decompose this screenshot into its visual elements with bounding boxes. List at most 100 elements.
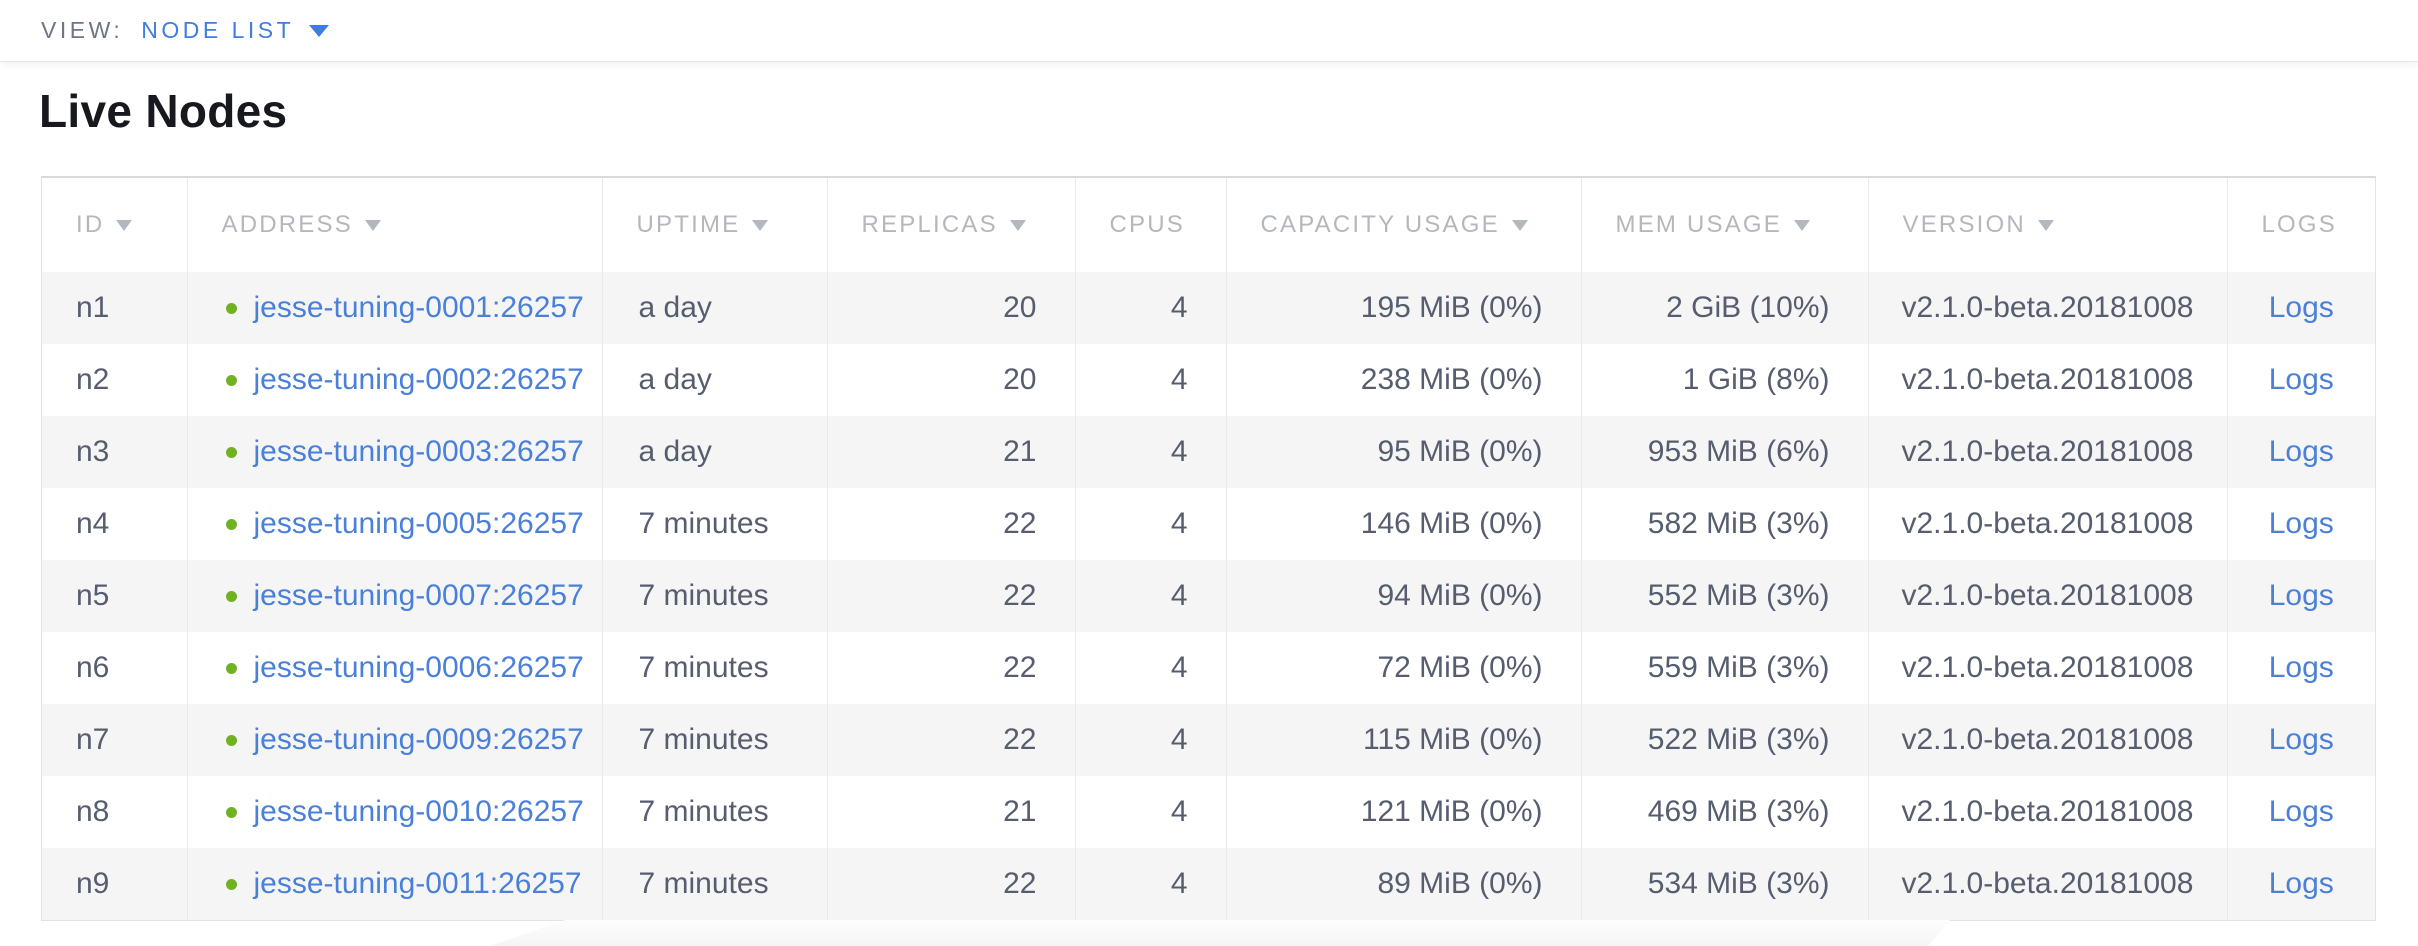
cell-address: jesse-tuning-0002:26257 xyxy=(187,344,603,416)
node-logs-link[interactable]: Logs xyxy=(2268,291,2334,324)
node-address-link[interactable]: jesse-tuning-0002:26257 xyxy=(253,363,584,396)
cell-replicas: 20 xyxy=(827,272,1076,344)
cell-mem: 522 MiB (3%) xyxy=(1581,704,1869,776)
cell-uptime: a day xyxy=(602,272,828,344)
cell-logs: Logs xyxy=(2227,416,2375,488)
node-logs-link[interactable]: Logs xyxy=(2268,651,2334,684)
sort-desc-icon xyxy=(752,220,769,231)
cell-cpus: 4 xyxy=(1075,488,1227,560)
column-label: CPUS xyxy=(1109,211,1185,238)
column-header-uptime[interactable]: UPTIME xyxy=(602,178,828,272)
node-address-link[interactable]: jesse-tuning-0006:26257 xyxy=(253,651,584,684)
cell-mem: 1 GiB (8%) xyxy=(1581,344,1869,416)
node-address: jesse-tuning-0003:26257 xyxy=(188,435,602,469)
node-address: jesse-tuning-0005:26257 xyxy=(188,507,602,541)
cell-uptime: 7 minutes xyxy=(602,488,828,560)
cell-replicas: 20 xyxy=(827,344,1076,416)
cell-replicas: 22 xyxy=(827,704,1076,776)
node-row: n1 jesse-tuning-0001:26257 a day 20 4 195 MiB… xyxy=(42,272,2375,344)
cell-replicas: 22 xyxy=(827,560,1076,632)
node-address: jesse-tuning-0009:26257 xyxy=(188,723,602,757)
node-live-status-icon xyxy=(225,878,237,890)
column-header-address[interactable]: ADDRESS xyxy=(187,178,603,272)
node-live-status-icon xyxy=(225,518,237,530)
node-live-status-icon xyxy=(225,806,237,818)
cell-uptime: 7 minutes xyxy=(602,848,828,920)
cell-capacity: 121 MiB (0%) xyxy=(1226,776,1582,848)
node-logs-link[interactable]: Logs xyxy=(2268,435,2334,468)
header-row: ID ADDRESS UPTIME REPLICAS CPUS CAPACITY USAG… xyxy=(42,178,2375,272)
column-label: MEM USAGE xyxy=(1615,211,1782,238)
node-live-status-icon xyxy=(225,302,237,314)
cell-uptime: 7 minutes xyxy=(602,560,828,632)
cell-capacity: 72 MiB (0%) xyxy=(1226,632,1582,704)
cell-address: jesse-tuning-0005:26257 xyxy=(187,488,603,560)
node-address: jesse-tuning-0002:26257 xyxy=(188,363,602,397)
view-selector-bar: VIEW: NODE LIST xyxy=(0,0,2418,62)
cell-logs: Logs xyxy=(2227,632,2375,704)
cell-cpus: 4 xyxy=(1075,344,1227,416)
cell-replicas: 22 xyxy=(827,632,1076,704)
cell-capacity: 238 MiB (0%) xyxy=(1226,344,1582,416)
cell-version: v2.1.0-beta.20181008 xyxy=(1868,272,2228,344)
node-logs-link[interactable]: Logs xyxy=(2268,363,2334,396)
view-selector-dropdown[interactable]: NODE LIST xyxy=(141,17,330,44)
cell-address: jesse-tuning-0001:26257 xyxy=(187,272,603,344)
cell-replicas: 22 xyxy=(827,488,1076,560)
cell-cpus: 4 xyxy=(1075,416,1227,488)
node-logs-link[interactable]: Logs xyxy=(2268,795,2334,828)
cell-address: jesse-tuning-0007:26257 xyxy=(187,560,603,632)
node-logs-link[interactable]: Logs xyxy=(2268,723,2334,756)
node-address-link[interactable]: jesse-tuning-0009:26257 xyxy=(253,723,584,756)
sort-desc-icon xyxy=(364,220,381,231)
node-row: n3 jesse-tuning-0003:26257 a day 21 4 95 MiB … xyxy=(42,416,2375,488)
cell-uptime: 7 minutes xyxy=(602,776,828,848)
cell-id: n9 xyxy=(42,848,188,920)
node-address: jesse-tuning-0007:26257 xyxy=(188,579,602,613)
cell-id: n6 xyxy=(42,632,188,704)
cell-logs: Logs xyxy=(2227,776,2375,848)
cell-cpus: 4 xyxy=(1075,704,1227,776)
column-header-replicas[interactable]: REPLICAS xyxy=(827,178,1076,272)
node-address-link[interactable]: jesse-tuning-0011:26257 xyxy=(253,867,582,900)
node-address-link[interactable]: jesse-tuning-0010:26257 xyxy=(253,795,584,828)
cell-replicas: 22 xyxy=(827,848,1076,920)
sort-desc-icon xyxy=(1793,220,1810,231)
live-nodes-table: ID ADDRESS UPTIME REPLICAS CPUS CAPACITY USAG… xyxy=(41,176,2376,921)
cell-mem: 582 MiB (3%) xyxy=(1581,488,1869,560)
cell-cpus: 4 xyxy=(1075,848,1227,920)
cell-cpus: 4 xyxy=(1075,776,1227,848)
node-logs-link[interactable]: Logs xyxy=(2268,867,2334,900)
cell-capacity: 95 MiB (0%) xyxy=(1226,416,1582,488)
column-header-mem[interactable]: MEM USAGE xyxy=(1581,178,1869,272)
node-logs-link[interactable]: Logs xyxy=(2268,507,2334,540)
node-address-link[interactable]: jesse-tuning-0005:26257 xyxy=(253,507,584,540)
column-header-version[interactable]: VERSION xyxy=(1868,178,2228,272)
node-logs-link[interactable]: Logs xyxy=(2268,579,2334,612)
cell-address: jesse-tuning-0009:26257 xyxy=(187,704,603,776)
column-label: UPTIME xyxy=(636,211,741,238)
cell-cpus: 4 xyxy=(1075,272,1227,344)
cell-version: v2.1.0-beta.20181008 xyxy=(1868,344,2228,416)
cell-capacity: 195 MiB (0%) xyxy=(1226,272,1582,344)
cell-cpus: 4 xyxy=(1075,632,1227,704)
node-row: n8 jesse-tuning-0010:26257 7 minutes 21 4 121… xyxy=(42,776,2375,848)
cell-id: n5 xyxy=(42,560,188,632)
cell-id: n1 xyxy=(42,272,188,344)
cell-version: v2.1.0-beta.20181008 xyxy=(1868,704,2228,776)
cell-logs: Logs xyxy=(2227,704,2375,776)
cell-address: jesse-tuning-0006:26257 xyxy=(187,632,603,704)
column-label: REPLICAS xyxy=(861,211,998,238)
node-address-link[interactable]: jesse-tuning-0001:26257 xyxy=(253,291,584,324)
column-header-capacity[interactable]: CAPACITY USAGE xyxy=(1226,178,1582,272)
column-header-id[interactable]: ID xyxy=(42,178,188,272)
column-header-logs: LOGS xyxy=(2227,178,2375,272)
cell-replicas: 21 xyxy=(827,416,1076,488)
page-title: Live Nodes xyxy=(39,85,288,137)
node-address-link[interactable]: jesse-tuning-0007:26257 xyxy=(253,579,584,612)
cell-mem: 559 MiB (3%) xyxy=(1581,632,1869,704)
node-address-link[interactable]: jesse-tuning-0003:26257 xyxy=(253,435,584,468)
node-live-status-icon xyxy=(225,734,237,746)
table-body: n1 jesse-tuning-0001:26257 a day 20 4 195 MiB… xyxy=(42,272,2375,920)
node-address: jesse-tuning-0010:26257 xyxy=(188,795,602,829)
